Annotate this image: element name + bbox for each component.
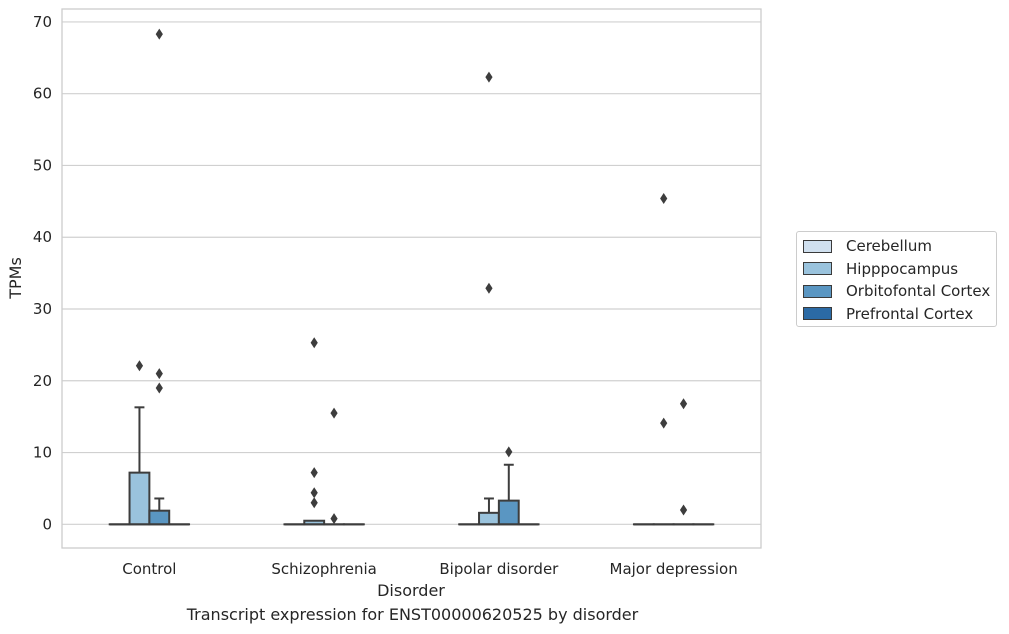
outlier-point (330, 407, 338, 419)
box-body (148, 509, 171, 526)
box-1-0 (128, 360, 151, 526)
outlier-point (310, 467, 318, 479)
y-axis-label: TPMs (6, 257, 25, 300)
outlier-point (485, 71, 493, 83)
y-tick-label: 20 (33, 372, 52, 390)
outlier-point (485, 282, 493, 294)
x-axis-label: Disorder (377, 581, 445, 600)
outlier-point (660, 417, 668, 429)
outlier-point (135, 360, 144, 372)
legend-item-hippocampus: Hipppocampus (803, 258, 996, 281)
x-tick-labels: Control Schizophrenia Bipolar disorder Majo… (122, 560, 737, 578)
legend-item-cerebellum: Cerebellum (803, 235, 996, 258)
y-tick-label: 50 (33, 156, 52, 174)
box-body (128, 471, 151, 526)
y-tick-label: 10 (33, 444, 52, 462)
legend: Cerebellum Hipppocampus Orbitofontal Cor… (796, 231, 997, 327)
y-tick-label: 40 (33, 228, 52, 246)
legend-label: Prefrontal Cortex (846, 304, 974, 323)
outlier-point (505, 446, 513, 458)
legend-swatch (803, 307, 832, 321)
box-body (478, 511, 500, 526)
box-2-1 (323, 407, 345, 526)
chart-caption: Transcript expression for ENST0000062052… (186, 605, 639, 624)
box-2-2 (497, 446, 520, 526)
x-tick-label: Schizophrenia (271, 560, 376, 578)
x-tick-label: Major depression (610, 560, 738, 578)
box-elements (108, 28, 715, 526)
outlier-point (679, 398, 688, 410)
outlier-point (155, 28, 163, 40)
box-body (497, 499, 520, 526)
legend-label: Cerebellum (846, 237, 932, 256)
y-tick-label: 60 (33, 85, 52, 103)
x-tick-label: Control (122, 560, 176, 578)
legend-swatch (803, 262, 832, 276)
legend-item-prefrontal-cortex: Prefrontal Cortex (803, 303, 996, 326)
y-tick-label: 30 (33, 300, 52, 318)
box-1-3 (652, 192, 675, 526)
outlier-point (310, 487, 318, 499)
legend-swatch (803, 284, 832, 298)
outlier-point (310, 337, 318, 349)
box-2-0 (148, 28, 171, 526)
x-tick-label: Bipolar disorder (439, 560, 559, 578)
outlier-point (155, 368, 163, 380)
legend-swatch (803, 239, 832, 253)
box-1-2 (478, 71, 500, 526)
legend-item-orbitofrontal-cortex: Orbitofontal Cortex (803, 280, 996, 303)
plot-area-frame (61, 8, 762, 549)
outlier-point (330, 513, 338, 525)
outlier-point (155, 382, 163, 394)
outlier-point (310, 497, 318, 509)
y-tick-label: 0 (42, 515, 52, 533)
box-2-3 (672, 398, 695, 526)
y-tick-label: 70 (33, 13, 52, 31)
grid-lines (62, 21, 761, 525)
outlier-point (679, 504, 688, 516)
legend-label: Orbitofontal Cortex (846, 282, 991, 301)
outlier-point (660, 192, 668, 204)
y-tick-labels: 0 10 20 30 40 50 60 70 (33, 13, 52, 533)
legend-label: Hipppocampus (846, 259, 959, 278)
box-1-1 (303, 337, 326, 526)
